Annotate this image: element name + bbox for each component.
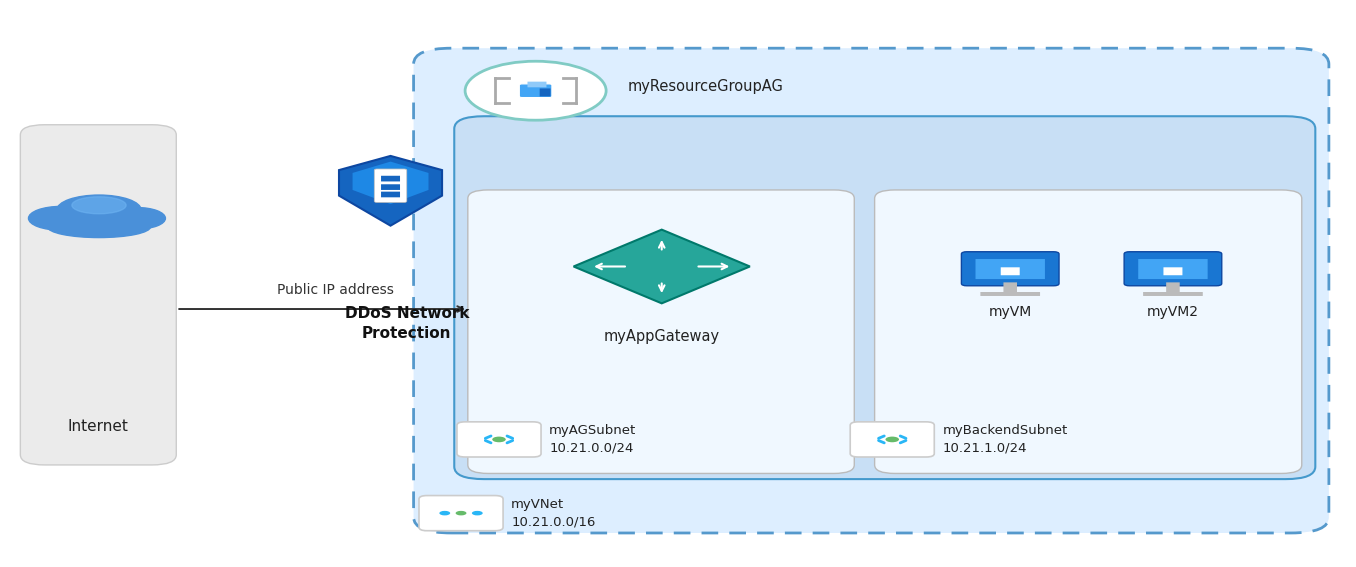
FancyBboxPatch shape	[1166, 282, 1180, 294]
FancyBboxPatch shape	[519, 84, 552, 98]
FancyBboxPatch shape	[980, 292, 1040, 296]
Text: myResourceGroupAG: myResourceGroupAG	[628, 79, 784, 94]
Circle shape	[456, 511, 466, 515]
Text: myAppGateway: myAppGateway	[603, 329, 720, 344]
Polygon shape	[339, 156, 442, 226]
Text: Internet: Internet	[68, 419, 129, 434]
FancyBboxPatch shape	[1163, 267, 1182, 275]
Ellipse shape	[108, 208, 165, 229]
Circle shape	[465, 61, 606, 120]
Ellipse shape	[28, 206, 94, 230]
FancyBboxPatch shape	[975, 259, 1045, 279]
Text: myAGSubnet
10.21.0.0/24: myAGSubnet 10.21.0.0/24	[549, 425, 636, 454]
Ellipse shape	[57, 195, 141, 225]
FancyBboxPatch shape	[374, 169, 407, 202]
FancyBboxPatch shape	[1003, 282, 1017, 294]
Text: myVNet
10.21.0.0/16: myVNet 10.21.0.0/16	[511, 498, 595, 528]
FancyBboxPatch shape	[1124, 252, 1222, 286]
FancyBboxPatch shape	[381, 192, 400, 197]
Text: myBackendSubnet
10.21.1.0/24: myBackendSubnet 10.21.1.0/24	[942, 425, 1067, 454]
FancyBboxPatch shape	[468, 190, 854, 473]
FancyBboxPatch shape	[1138, 259, 1208, 279]
Text: Public IP address: Public IP address	[277, 282, 395, 297]
FancyBboxPatch shape	[850, 422, 934, 457]
Ellipse shape	[47, 216, 151, 238]
Polygon shape	[353, 162, 428, 204]
FancyBboxPatch shape	[454, 116, 1315, 479]
FancyBboxPatch shape	[875, 190, 1302, 473]
Ellipse shape	[72, 197, 126, 214]
Circle shape	[492, 437, 506, 442]
FancyBboxPatch shape	[381, 176, 400, 181]
FancyBboxPatch shape	[419, 496, 503, 531]
FancyBboxPatch shape	[540, 88, 551, 96]
FancyBboxPatch shape	[457, 422, 541, 457]
FancyBboxPatch shape	[414, 48, 1329, 533]
Circle shape	[472, 511, 483, 515]
Text: myVM: myVM	[989, 305, 1032, 319]
Polygon shape	[574, 230, 750, 303]
FancyBboxPatch shape	[961, 252, 1059, 286]
FancyBboxPatch shape	[527, 82, 546, 87]
FancyBboxPatch shape	[1143, 292, 1203, 296]
Circle shape	[885, 437, 899, 442]
Text: myVM2: myVM2	[1147, 305, 1199, 319]
FancyBboxPatch shape	[20, 125, 176, 465]
Circle shape	[439, 511, 450, 515]
FancyBboxPatch shape	[1001, 267, 1020, 275]
FancyBboxPatch shape	[381, 184, 400, 190]
Text: DDoS Network
Protection: DDoS Network Protection	[344, 306, 469, 341]
